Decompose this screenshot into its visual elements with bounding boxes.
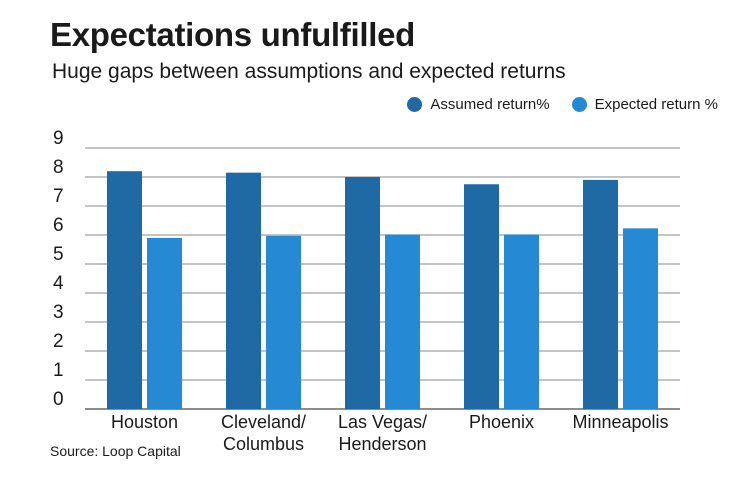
x-category-label: Phoenix: [469, 412, 534, 432]
bar-expected: [266, 235, 301, 409]
legend-swatch-assumed: [407, 97, 423, 112]
y-tick-label: 8: [53, 157, 64, 178]
legend-label-assumed: Assumed return%: [430, 96, 550, 113]
y-tick-label: 9: [53, 128, 64, 149]
bar-assumed: [345, 177, 380, 409]
x-category-label: Houston: [111, 412, 178, 432]
x-category-label: Las Vegas/: [338, 412, 427, 432]
x-category-label: Cleveland/: [221, 412, 306, 432]
source-note: Source: Loop Capital: [50, 443, 181, 459]
chart-title: Expectations unfulfilled: [50, 16, 416, 53]
x-category-label: Henderson: [338, 434, 426, 454]
x-category-label: Minneapolis: [572, 412, 668, 432]
bar-assumed: [226, 172, 261, 409]
y-tick-label: 4: [53, 273, 64, 294]
x-category-label: Columbus: [223, 434, 304, 454]
bar-assumed: [107, 171, 142, 409]
legend-item-assumed: Assumed return%: [407, 96, 550, 113]
legend-swatch-expected: [571, 97, 587, 112]
y-tick-label: 7: [53, 186, 64, 207]
y-tick-label: 5: [53, 244, 64, 265]
bar-expected: [623, 228, 658, 409]
y-tick-label: 6: [53, 215, 64, 236]
bar-assumed: [464, 184, 499, 409]
legend-label-expected: Expected return %: [594, 96, 718, 113]
bar-expected: [504, 234, 539, 409]
y-tick-label: 1: [53, 360, 64, 381]
bar-expected: [385, 234, 420, 409]
y-tick-label: 3: [53, 302, 64, 323]
y-tick-label: 2: [53, 331, 64, 352]
legend-item-expected: Expected return %: [571, 96, 718, 113]
bar-assumed: [583, 179, 618, 409]
y-tick-label: 0: [53, 389, 64, 410]
chart-subtitle: Huge gaps between assumptions and expect…: [52, 60, 566, 83]
bar-expected: [147, 237, 182, 409]
legend: Assumed return% Expected return %: [385, 96, 718, 113]
